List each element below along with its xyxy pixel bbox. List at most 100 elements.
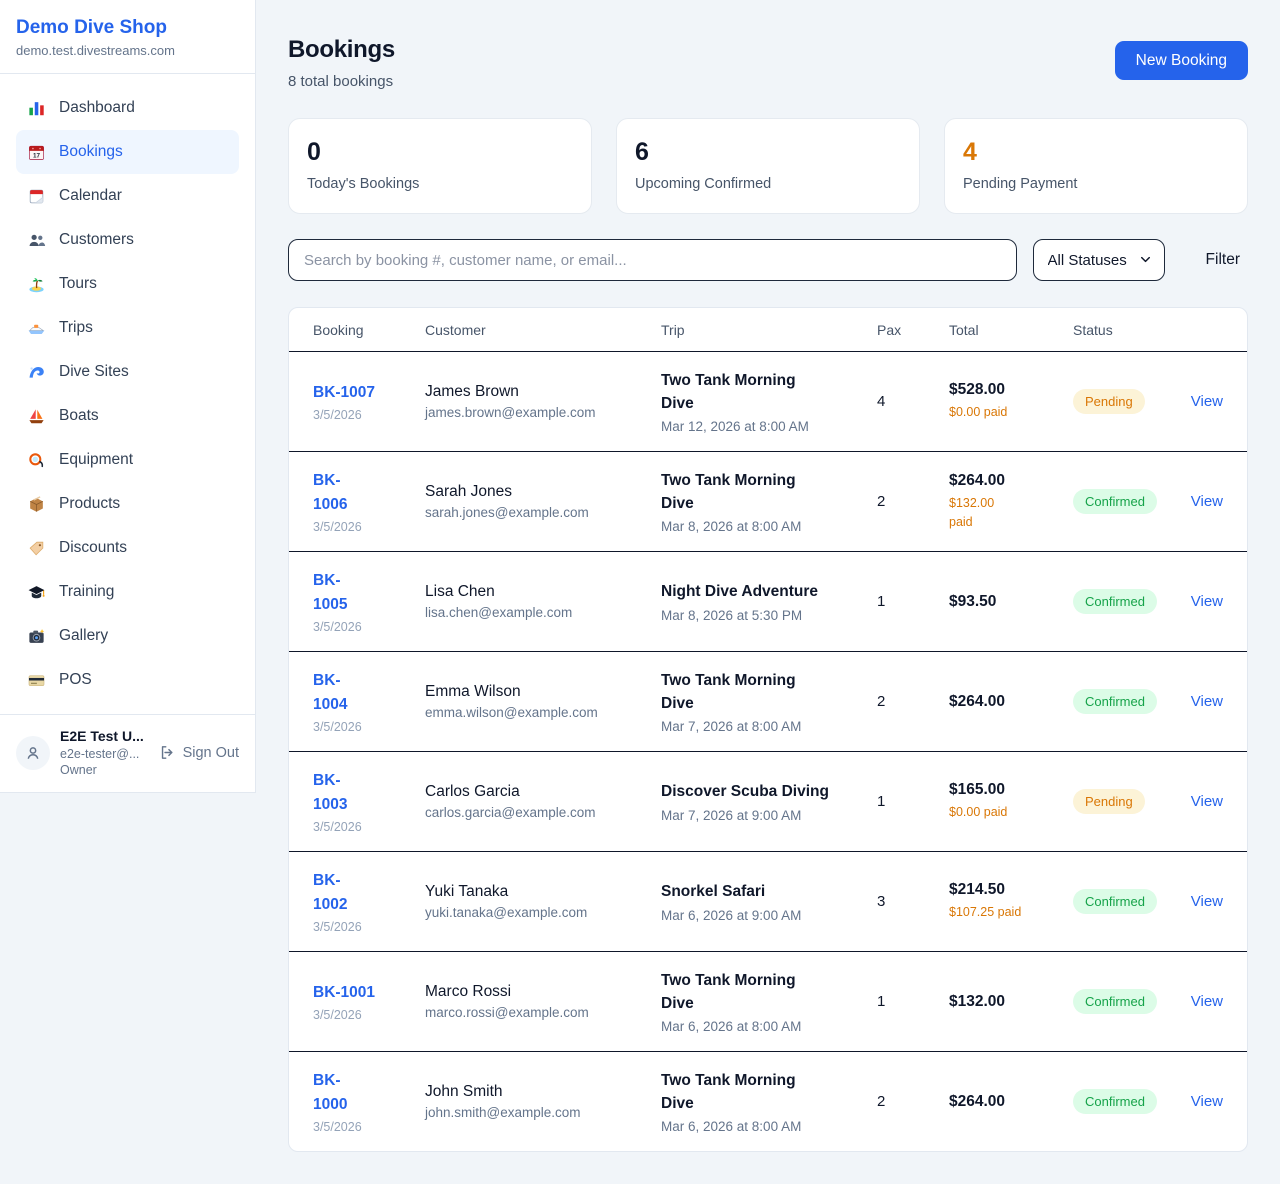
sidebar-item-boats[interactable]: Boats [16, 394, 239, 438]
trip-name: Night Dive Adventure [661, 583, 819, 601]
sidebar-item-dashboard[interactable]: Dashboard [16, 86, 239, 130]
customer-cell: Carlos Garcia carlos.garcia@example.com [425, 783, 661, 820]
trip-datetime: Mar 12, 2026 at 8:00 AM [661, 419, 809, 435]
sidebar-item-label: Equipment [59, 451, 134, 468]
booking-id-link[interactable]: BK- 1004 [313, 671, 348, 713]
status-cell: Confirmed [1073, 1089, 1181, 1114]
booking-cell: BK- 1003 3/5/2026 [313, 769, 425, 834]
trip-datetime: Mar 8, 2026 at 8:00 AM [661, 519, 802, 535]
new-booking-button[interactable]: New Booking [1114, 41, 1248, 80]
customer-email: carlos.garcia@example.com [425, 805, 596, 820]
sidebar-item-gallery[interactable]: Gallery [16, 614, 239, 658]
actions-cell: View [1181, 493, 1223, 511]
view-booking-link[interactable]: View [1190, 892, 1223, 910]
booking-id-link[interactable]: BK- 1003 [313, 771, 348, 813]
sidebar-item-label: POS [59, 671, 92, 688]
trip-datetime: Mar 8, 2026 at 5:30 PM [661, 607, 803, 623]
sidebar-item-dive-sites[interactable]: Dive Sites [16, 350, 239, 394]
stats-row: 0 Today's Bookings 6 Upcoming Confirmed … [288, 118, 1248, 214]
booking-id-link[interactable]: BK- 1006 [313, 471, 348, 513]
booking-id-link[interactable]: BK-1007 [313, 383, 376, 401]
customer-name: James Brown [425, 383, 519, 400]
filter-button[interactable]: Filter [1198, 251, 1248, 269]
view-booking-link[interactable]: View [1190, 792, 1223, 810]
customer-cell: Sarah Jones sarah.jones@example.com [425, 483, 661, 520]
total-cell: $264.00 [949, 693, 1073, 711]
sidebar-item-tours[interactable]: Tours [16, 262, 239, 306]
sidebar-item-products[interactable]: Products [16, 482, 239, 526]
status-badge: Confirmed [1073, 489, 1157, 514]
sidebar-item-training[interactable]: Training [16, 570, 239, 614]
trip-name: Two Tank Morning Dive [661, 971, 796, 1012]
customer-cell: Lisa Chen lisa.chen@example.com [425, 583, 661, 620]
sidebar-item-label: Bookings [59, 143, 123, 160]
sidebar-item-label: Dive Sites [59, 363, 129, 380]
booking-cell: BK-1001 3/5/2026 [313, 981, 425, 1022]
table-row: BK- 1002 3/5/2026 Yuki Tanaka yuki.tanak… [289, 851, 1247, 951]
pax-count: 1 [877, 993, 886, 1010]
total-amount: $528.00 [949, 381, 1006, 399]
view-booking-link[interactable]: View [1190, 492, 1223, 510]
status-cell: Confirmed [1073, 689, 1181, 714]
booking-id-link[interactable]: BK-1001 [313, 983, 376, 1001]
table-row: BK- 1004 3/5/2026 Emma Wilson emma.wilso… [289, 651, 1247, 751]
booking-cell: BK- 1005 3/5/2026 [313, 569, 425, 634]
booking-id-link[interactable]: BK- 1000 [313, 1071, 348, 1113]
customer-name: Emma Wilson [425, 683, 521, 700]
search-input[interactable] [288, 239, 1017, 281]
users-icon [27, 231, 46, 250]
sidebar-item-customers[interactable]: Customers [16, 218, 239, 262]
view-booking-link[interactable]: View [1190, 992, 1223, 1010]
actions-cell: View [1181, 893, 1223, 911]
page-header: Bookings 8 total bookings New Booking [288, 36, 1248, 90]
sidebar-item-discounts[interactable]: Discounts [16, 526, 239, 570]
camera-icon [27, 627, 46, 646]
status-cell: Confirmed [1073, 489, 1181, 514]
customer-cell: Emma Wilson emma.wilson@example.com [425, 683, 661, 720]
total-cell: $214.50 $107.25 paid [949, 881, 1073, 921]
sign-out-button[interactable]: Sign Out [159, 744, 239, 761]
pax-count: 1 [877, 593, 886, 610]
filters-bar: All Statuses Filter [288, 239, 1248, 281]
brand-name[interactable]: Demo Dive Shop [16, 17, 167, 38]
status-cell: Confirmed [1073, 589, 1181, 614]
booking-date: 3/5/2026 [313, 1008, 362, 1022]
table-row: BK- 1000 3/5/2026 John Smith john.smith@… [289, 1051, 1247, 1151]
view-booking-link[interactable]: View [1190, 1092, 1223, 1110]
customer-name: John Smith [425, 1083, 503, 1100]
page-title: Bookings [288, 36, 395, 63]
status-cell: Pending [1073, 389, 1181, 414]
view-booking-link[interactable]: View [1190, 592, 1223, 610]
paid-amount: $107.25 paid [949, 905, 1022, 920]
status-filter-select[interactable]: All Statuses [1032, 239, 1165, 281]
sidebar-item-bookings[interactable]: 17 Bookings [16, 130, 239, 174]
sidebar-item-trips[interactable]: Trips [16, 306, 239, 350]
view-booking-link[interactable]: View [1190, 392, 1223, 410]
trip-cell: Two Tank Morning Dive Mar 8, 2026 at 8:0… [661, 469, 877, 535]
sidebar-item-equipment[interactable]: Equipment [16, 438, 239, 482]
trip-cell: Two Tank Morning Dive Mar 6, 2026 at 8:0… [661, 969, 877, 1035]
paid-amount: $0.00 paid [949, 805, 1008, 820]
customer-name: Lisa Chen [425, 583, 495, 600]
user-name: E2E Test U... [60, 728, 144, 744]
actions-cell: View [1181, 793, 1223, 811]
booking-date: 3/5/2026 [313, 408, 362, 422]
column-header-total: Total [949, 321, 979, 338]
booking-id-link[interactable]: BK- 1005 [313, 571, 348, 613]
sidebar-item-pos[interactable]: POS [16, 658, 239, 702]
paid-amount: $0.00 paid [949, 405, 1008, 420]
trip-cell: Two Tank Morning Dive Mar 12, 2026 at 8:… [661, 369, 877, 435]
total-amount: $264.00 [949, 472, 1006, 490]
graduation-cap-icon [27, 583, 46, 602]
table-row: BK-1007 3/5/2026 James Brown james.brown… [289, 351, 1247, 451]
tag-icon [27, 539, 46, 558]
view-booking-link[interactable]: View [1190, 692, 1223, 710]
status-badge: Pending [1073, 389, 1145, 414]
pax-count: 4 [877, 393, 886, 410]
customer-email: james.brown@example.com [425, 405, 596, 420]
trip-name: Discover Scuba Diving [661, 783, 829, 801]
diving-mask-icon [27, 451, 46, 470]
sidebar-item-calendar[interactable]: Calendar [16, 174, 239, 218]
booking-id-link[interactable]: BK- 1002 [313, 871, 348, 913]
